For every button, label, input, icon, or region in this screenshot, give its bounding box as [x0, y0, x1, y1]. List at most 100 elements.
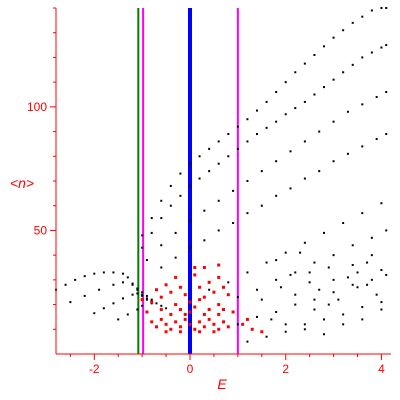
data-point-series-2 [145, 298, 148, 301]
cluster-point [174, 303, 178, 307]
cluster-point [217, 327, 221, 331]
data-point-series-9 [370, 236, 373, 239]
cluster-point [164, 322, 168, 326]
data-point-series-1 [122, 281, 124, 284]
data-point-series-11 [342, 313, 345, 316]
cluster-point [169, 290, 173, 294]
data-point-series-0 [112, 271, 115, 274]
cluster-point [178, 325, 182, 329]
data-point-series-1 [141, 291, 144, 294]
data-point-series-2 [122, 297, 124, 300]
data-point-series-12 [289, 273, 292, 276]
data-point-series-10 [294, 303, 297, 306]
data-point-series-4 [179, 172, 182, 175]
data-point-series-5 [303, 100, 306, 103]
data-point-series-8 [208, 288, 211, 291]
cluster-point [226, 293, 230, 297]
data-point-series-0 [93, 272, 96, 275]
data-point-series-0 [74, 278, 77, 281]
cluster-point [178, 308, 182, 312]
data-point-series-5 [323, 86, 325, 89]
x-tick-label: 0 [187, 362, 194, 376]
data-point-series-11 [361, 306, 364, 309]
cluster-point [193, 327, 197, 331]
data-point-series-6 [385, 91, 388, 94]
data-point-series-5 [385, 44, 388, 47]
y-tick-label: 50 [34, 223, 48, 237]
data-point-series-12 [308, 271, 311, 274]
cluster-point [174, 275, 178, 279]
data-point-series-4 [141, 234, 144, 237]
data-point-series-6 [289, 150, 292, 153]
data-point-series-12 [346, 276, 349, 279]
data-point-series-7 [260, 204, 263, 207]
data-point-series-12 [270, 318, 273, 321]
cluster-point [207, 317, 211, 321]
data-point-series-9 [275, 278, 278, 281]
data-point-series-10 [351, 283, 354, 286]
data-point-series-4 [150, 217, 153, 220]
data-point-series-7 [318, 170, 321, 173]
data-point-series-4 [351, 21, 354, 24]
data-point-series-4 [284, 81, 287, 84]
cluster-point [245, 317, 249, 321]
data-point-series-11 [265, 335, 268, 338]
data-point-series-9 [313, 261, 316, 264]
data-point-series-4 [294, 71, 297, 74]
data-point-series-12 [299, 251, 302, 254]
cluster-point [155, 288, 158, 292]
data-point-series-4 [169, 184, 172, 187]
data-point-series-4 [198, 155, 201, 158]
cluster-point [188, 300, 192, 304]
data-point-series-5 [332, 78, 335, 81]
data-point-series-11 [380, 301, 383, 304]
data-point-series-6 [332, 120, 335, 123]
data-point-series-1 [136, 287, 139, 290]
cluster-point [202, 295, 206, 299]
data-point-series-12 [356, 286, 359, 289]
data-point-series-0 [122, 272, 124, 275]
data-point-series-2 [112, 302, 115, 305]
data-point-series-12 [327, 303, 330, 306]
data-point-series-10 [256, 315, 258, 318]
cluster-point [207, 308, 211, 312]
data-point-series-1 [145, 294, 148, 297]
data-point-series-9 [385, 229, 388, 232]
data-point-series-6 [303, 140, 306, 143]
data-point-series-2 [93, 312, 96, 315]
data-point-series-4 [380, 7, 383, 9]
cluster-point [217, 312, 221, 316]
data-point-series-5 [361, 56, 364, 59]
data-point-series-7 [160, 266, 163, 269]
data-point-series-5 [284, 113, 287, 116]
data-point-series-4 [370, 9, 373, 12]
data-point-series-6 [203, 209, 206, 212]
data-point-series-7 [217, 229, 220, 232]
data-point-series-5 [265, 126, 268, 129]
data-point-series-8 [380, 202, 383, 205]
data-point-series-12 [313, 308, 316, 311]
data-point-series-5 [217, 162, 220, 165]
data-point-series-12 [361, 318, 364, 321]
data-point-series-4 [332, 36, 335, 39]
data-point-series-11 [323, 318, 325, 321]
cluster-point [217, 263, 221, 267]
data-point-series-3 [126, 313, 129, 316]
data-point-series-1 [150, 298, 153, 301]
data-point-series-4 [385, 7, 388, 9]
data-point-series-0 [165, 307, 168, 310]
cluster-point [174, 320, 178, 324]
data-point-series-8 [265, 261, 268, 264]
data-point-series-4 [342, 29, 345, 32]
data-point-series-5 [256, 133, 258, 136]
data-point-series-8 [246, 271, 249, 274]
data-point-series-1 [112, 283, 115, 286]
data-point-series-6 [160, 244, 163, 247]
data-point-series-2 [131, 293, 134, 296]
data-point-series-7 [232, 222, 235, 225]
x-tick-label: -2 [89, 362, 100, 376]
data-point-series-7 [346, 152, 349, 155]
cluster-point [150, 320, 154, 324]
data-point-series-5 [179, 194, 182, 197]
